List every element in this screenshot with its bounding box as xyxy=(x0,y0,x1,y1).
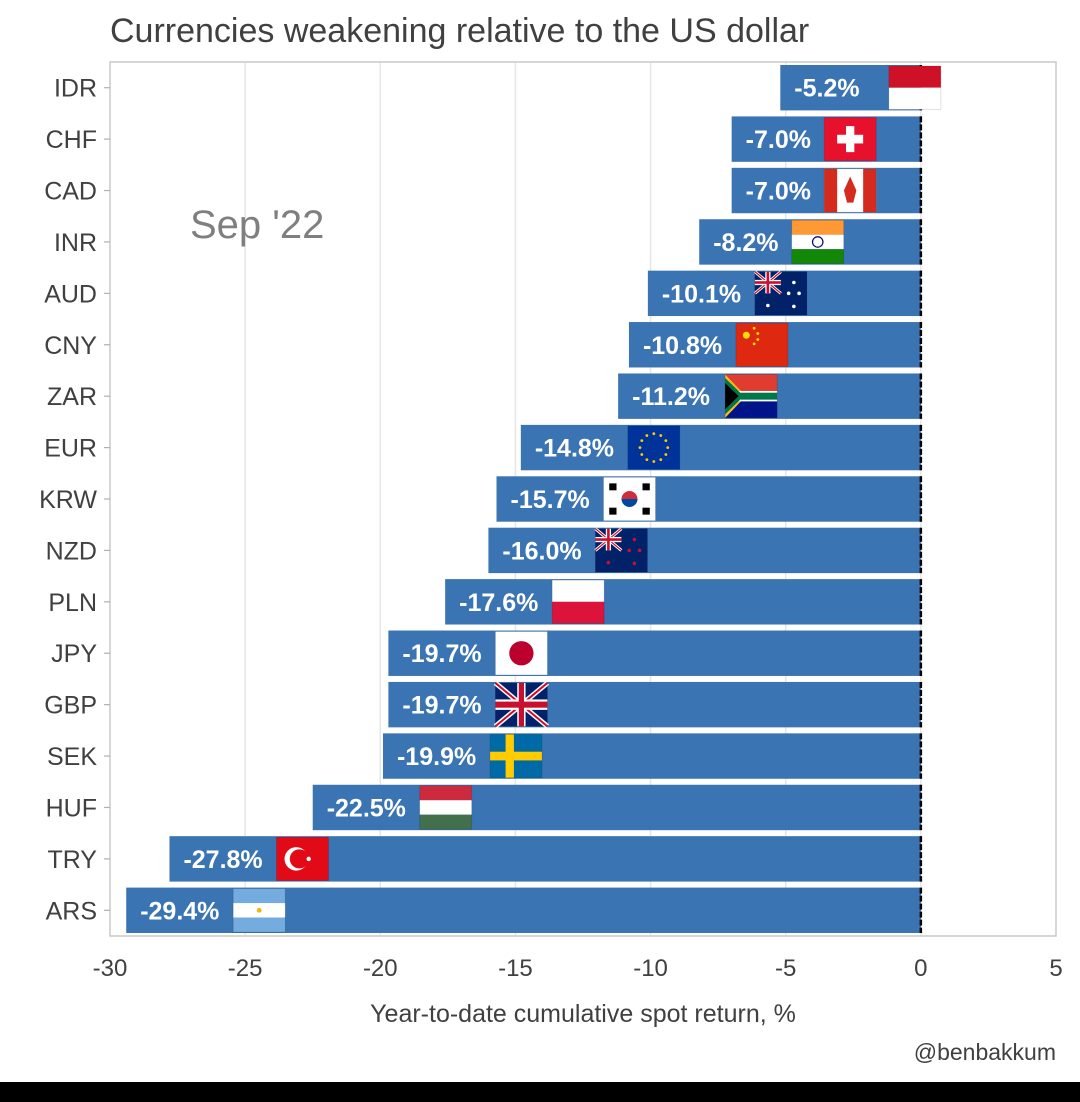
japan-flag-icon xyxy=(494,631,548,676)
x-axis: -30 -25 -20 -15 -10 -5 0 5 xyxy=(93,955,1063,982)
bar xyxy=(382,733,921,779)
category-label: ZAR xyxy=(47,383,97,411)
south-africa-flag-icon xyxy=(724,374,778,419)
bar xyxy=(520,424,921,471)
data-label: -15.7% xyxy=(511,486,590,514)
chart-title: Currencies weakening relative to the US … xyxy=(110,12,809,50)
category-label: CNY xyxy=(44,332,97,360)
uk-flag-icon xyxy=(493,681,549,729)
data-label: -19.7% xyxy=(402,640,481,668)
x-tick-label: 5 xyxy=(1049,955,1062,982)
category-label: EUR xyxy=(44,435,97,463)
category-label: CHF xyxy=(46,126,97,154)
data-label: -10.1% xyxy=(662,280,741,308)
india-flag-icon xyxy=(791,219,845,265)
bar xyxy=(488,527,921,574)
category-label: PLN xyxy=(48,589,97,617)
category-label: JPY xyxy=(51,640,97,668)
x-tick-label: -30 xyxy=(93,955,128,982)
x-tick-label: -10 xyxy=(633,955,668,982)
credit: @benbakkum xyxy=(914,1039,1056,1065)
x-tick-label: -25 xyxy=(228,955,263,982)
date-annotation: Sep '22 xyxy=(190,203,324,247)
sweden-flag-icon xyxy=(489,733,543,779)
turkey-flag-icon xyxy=(276,836,329,881)
china-flag-icon xyxy=(735,322,789,367)
eu-flag-icon xyxy=(627,425,681,470)
poland-flag-icon xyxy=(551,579,605,624)
bar xyxy=(388,681,921,728)
category-label: TRY xyxy=(47,846,97,874)
data-label: -22.5% xyxy=(327,794,406,822)
x-axis-title: Year-to-date cumulative spot return, % xyxy=(370,1000,796,1028)
data-label: -7.0% xyxy=(746,178,811,206)
x-tick-label: -5 xyxy=(775,955,796,982)
data-label: -29.4% xyxy=(140,897,219,925)
category-label: GBP xyxy=(44,692,97,720)
category-label: NZD xyxy=(46,537,97,565)
data-label: -19.7% xyxy=(402,692,481,720)
category-label: CAD xyxy=(44,178,97,206)
bar xyxy=(445,579,921,625)
data-label: -16.0% xyxy=(502,537,581,565)
indonesia-flag-icon xyxy=(888,65,942,110)
category-label: HUF xyxy=(46,794,97,822)
data-label: -11.2% xyxy=(632,383,710,411)
south-korea-flag-icon xyxy=(603,476,656,522)
category-label: ARS xyxy=(46,897,97,925)
data-label: -5.2% xyxy=(794,75,859,103)
data-label: -27.8% xyxy=(183,846,262,874)
bar xyxy=(496,476,921,522)
data-label: -14.8% xyxy=(535,435,614,463)
x-tick-label: -20 xyxy=(363,955,398,982)
category-label: IDR xyxy=(54,75,97,103)
bars: -5.2% -7.0% -7.0% -8.2% -10.1% -10.8% -11.2% -1… xyxy=(126,65,942,933)
switzerland-flag-icon xyxy=(823,117,877,162)
bar xyxy=(388,630,921,676)
hungary-flag-icon xyxy=(419,785,473,830)
canada-flag-icon xyxy=(823,168,877,213)
bar xyxy=(312,784,921,831)
data-label: -19.9% xyxy=(397,743,476,771)
x-tick-label: 0 xyxy=(914,955,927,982)
data-label: -10.8% xyxy=(643,332,722,360)
bottom-bar xyxy=(0,1082,1080,1102)
category-label: SEK xyxy=(47,743,97,771)
data-label: -8.2% xyxy=(713,229,778,257)
x-tick-label: -15 xyxy=(498,955,533,982)
category-label: INR xyxy=(54,229,97,257)
data-label: -7.0% xyxy=(746,126,811,154)
argentina-flag-icon xyxy=(232,888,286,933)
category-label: KRW xyxy=(39,486,97,514)
australia-flag-icon xyxy=(753,270,808,316)
new-zealand-flag-icon xyxy=(594,527,648,573)
category-label: AUD xyxy=(44,280,97,308)
data-label: -17.6% xyxy=(459,589,538,617)
